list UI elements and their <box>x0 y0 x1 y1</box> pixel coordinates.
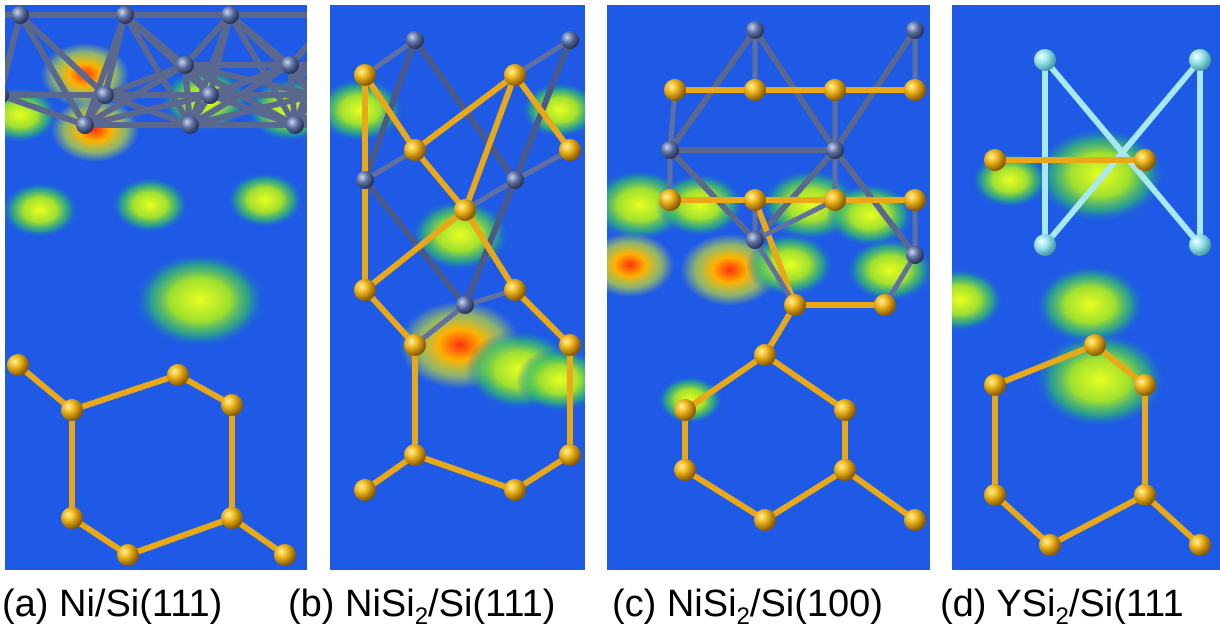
si-atom <box>904 189 926 211</box>
si-atom <box>354 479 376 501</box>
density-blob <box>112 177 189 233</box>
si-atom <box>504 64 526 86</box>
si-atom <box>7 354 29 376</box>
si-atom <box>834 459 856 481</box>
si-atom <box>674 459 696 481</box>
si-atom <box>404 444 426 466</box>
density-blob <box>586 233 674 297</box>
metal-atom <box>181 116 199 134</box>
si-atom <box>221 507 243 529</box>
metal-atom <box>306 86 324 104</box>
si-atom <box>454 199 476 221</box>
metal-atom <box>116 6 134 24</box>
metal-atom <box>456 296 474 314</box>
si-atom <box>504 279 526 301</box>
si-atom <box>61 507 83 529</box>
metal-atom <box>561 31 579 49</box>
caption-text: (b) NiSi <box>288 583 415 625</box>
density-blob <box>516 348 604 412</box>
panel <box>586 5 934 570</box>
captions: (a) Ni/Si(111)(b) NiSi2/Si(111)(c) NiSi2… <box>2 583 1184 628</box>
panel <box>916 5 1220 570</box>
si-atom <box>61 399 83 421</box>
caption-text: /Si(111) <box>428 583 555 625</box>
metal-atom <box>1034 234 1056 256</box>
metal-atom <box>406 31 424 49</box>
si-atom <box>1134 149 1156 171</box>
density-blob <box>227 172 304 228</box>
si-atom <box>354 64 376 86</box>
panels <box>0 5 1220 570</box>
si-atom <box>744 79 766 101</box>
si-atom <box>834 399 856 421</box>
si-atom <box>274 544 296 566</box>
si-atom <box>559 444 581 466</box>
panel-content <box>586 5 934 570</box>
caption-text: (a) Ni/Si(111) <box>2 583 222 625</box>
metal-atom <box>906 21 924 39</box>
si-atom <box>754 344 776 366</box>
page: {"panels": [ {"caption": {"prefix": "(a)… <box>0 0 1220 628</box>
si-atom <box>984 149 1006 171</box>
metal-atom <box>506 171 524 189</box>
si-atom <box>404 139 426 161</box>
metal-atom <box>176 56 194 74</box>
caption-subscript: 2 <box>737 603 750 628</box>
si-atom <box>904 79 926 101</box>
density-blob <box>134 252 266 348</box>
si-atom <box>744 189 766 211</box>
metal-atom <box>1189 234 1211 256</box>
si-atom <box>784 294 806 316</box>
metal-atom <box>746 231 764 249</box>
metal-atom <box>286 116 304 134</box>
panel-content <box>316 5 604 570</box>
si-atom <box>664 79 686 101</box>
si-atom <box>1189 534 1211 556</box>
metal-atom <box>661 141 679 159</box>
caption-subscript: 2 <box>1055 603 1068 628</box>
figure: (a) Ni/Si(111)(b) NiSi2/Si(111)(c) NiSi2… <box>0 0 1220 628</box>
si-atom <box>1084 334 1106 356</box>
metal-atom <box>906 246 924 264</box>
si-atom <box>117 544 139 566</box>
panel-content <box>916 5 1220 570</box>
si-atom <box>221 394 243 416</box>
si-atom <box>504 479 526 501</box>
si-atom <box>404 334 426 356</box>
si-atom <box>984 374 1006 396</box>
caption-subscript: 2 <box>415 603 428 628</box>
caption-text: /Si(111 <box>1069 583 1184 625</box>
metal-atom <box>746 21 764 39</box>
metal-atom <box>201 86 219 104</box>
panel <box>316 5 604 570</box>
si-atom <box>559 334 581 356</box>
si-atom <box>1134 484 1156 506</box>
metal-atom <box>356 171 374 189</box>
metal-atom <box>1034 49 1056 71</box>
si-atom <box>1039 534 1061 556</box>
si-atom <box>167 364 189 386</box>
caption-text: (c) NiSi <box>612 583 737 625</box>
si-atom <box>559 139 581 161</box>
si-atom <box>824 79 846 101</box>
si-atom <box>674 399 696 421</box>
si-atom <box>904 509 926 531</box>
si-atom <box>874 294 896 316</box>
metal-atom <box>826 141 844 159</box>
metal-atom <box>281 56 299 74</box>
si-atom <box>354 279 376 301</box>
caption-text: /Si(100) <box>750 583 883 625</box>
metal-atom <box>76 116 94 134</box>
metal-atom <box>221 6 239 24</box>
si-atom <box>754 509 776 531</box>
metal-atom <box>96 86 114 104</box>
metal-atom <box>1189 49 1211 71</box>
si-atom <box>824 189 846 211</box>
metal-atom <box>11 6 29 24</box>
caption-text: (d) YSi <box>940 583 1055 625</box>
si-atom <box>1134 374 1156 396</box>
si-atom <box>984 484 1006 506</box>
si-atom <box>659 189 681 211</box>
density-blob <box>2 182 79 238</box>
